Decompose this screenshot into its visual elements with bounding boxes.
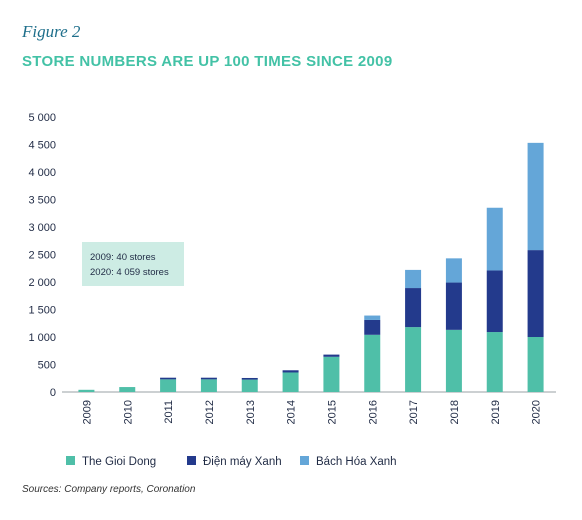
bar-segment <box>486 270 503 333</box>
legend-swatch <box>300 456 309 465</box>
annotation-background <box>82 242 184 286</box>
bar-segment <box>445 258 462 283</box>
y-tick-label: 0 <box>50 387 56 399</box>
x-axis: 2009 2010 2011 2012 2013 2014 2015 2016 2017 2018… <box>81 400 542 424</box>
bar-segment <box>160 377 177 380</box>
x-tick-label: 2011 <box>163 400 175 424</box>
bar-segment <box>527 337 544 392</box>
y-tick-label: 500 <box>38 360 56 372</box>
bar-segment <box>364 315 381 320</box>
bar-segment <box>282 370 299 373</box>
bar-segment <box>364 334 381 392</box>
x-tick-label: 2019 <box>490 400 502 424</box>
bar-segment <box>323 356 340 392</box>
legend-swatch <box>187 456 196 465</box>
annotation-text: 2020: 4 059 stores <box>90 267 169 278</box>
bar-segment <box>200 377 217 380</box>
bar-segment <box>405 327 422 392</box>
legend-label: The Gioi Dong <box>82 456 156 468</box>
bar-segment <box>78 389 95 392</box>
legend-swatch <box>66 456 75 465</box>
source-note: Sources: Company reports, Coronation <box>22 484 196 495</box>
bar-segment <box>486 332 503 392</box>
bar-segment <box>486 207 503 271</box>
y-tick-label: 2 500 <box>28 250 56 262</box>
y-tick-label: 1 000 <box>28 332 56 344</box>
bar-segment <box>282 372 299 392</box>
y-tick-label: 3 500 <box>28 195 56 207</box>
x-tick-label: 2015 <box>326 400 338 424</box>
figure-label: Figure 2 <box>22 22 81 41</box>
bar-segment <box>445 329 462 392</box>
legend: The Gioi Dong Điện máy Xanh Bách Hóa Xanh <box>66 456 397 468</box>
y-tick-label: 4 500 <box>28 140 56 152</box>
bar-segment <box>405 269 422 289</box>
bars <box>78 142 544 392</box>
y-tick-label: 4 000 <box>28 167 56 179</box>
bar-segment <box>160 379 177 392</box>
x-tick-label: 2013 <box>245 400 257 424</box>
bar-segment <box>119 387 136 392</box>
y-tick-label: 5 000 <box>28 112 56 124</box>
x-tick-label: 2012 <box>204 400 216 424</box>
x-tick-label: 2014 <box>286 400 298 424</box>
x-tick-label: 2009 <box>81 400 93 424</box>
y-tick-label: 2 000 <box>28 277 56 289</box>
x-tick-label: 2017 <box>408 400 420 424</box>
bar-segment <box>241 377 258 380</box>
x-tick-label: 2016 <box>367 400 379 424</box>
y-axis: 0 500 1 000 1 500 2 000 2 500 3 000 3 500 4 000 4… <box>28 112 556 399</box>
y-tick-label: 3 000 <box>28 222 56 234</box>
bar-segment <box>241 379 258 392</box>
bar-segment <box>364 319 381 335</box>
y-tick-label: 1 500 <box>28 305 56 317</box>
bar-segment <box>445 282 462 330</box>
legend-label: Bách Hóa Xanh <box>316 456 397 468</box>
annotation-box: 2009: 40 stores 2020: 4 059 stores <box>82 242 184 286</box>
chart-title: STORE NUMBERS ARE UP 100 TIMES SINCE 200… <box>22 53 393 70</box>
bar-segment <box>527 142 544 251</box>
x-tick-label: 2020 <box>531 400 543 424</box>
x-tick-label: 2010 <box>122 400 134 424</box>
bar-segment <box>527 250 544 337</box>
bar-segment <box>200 379 217 392</box>
annotation-text: 2009: 40 stores <box>90 252 156 263</box>
bar-segment <box>405 288 422 328</box>
stacked-bar-chart: 0 500 1 000 1 500 2 000 2 500 3 000 3 500 4 000 4… <box>28 112 556 468</box>
legend-label: Điện máy Xanh <box>203 456 282 468</box>
bar-segment <box>323 354 340 357</box>
x-tick-label: 2018 <box>449 400 461 424</box>
